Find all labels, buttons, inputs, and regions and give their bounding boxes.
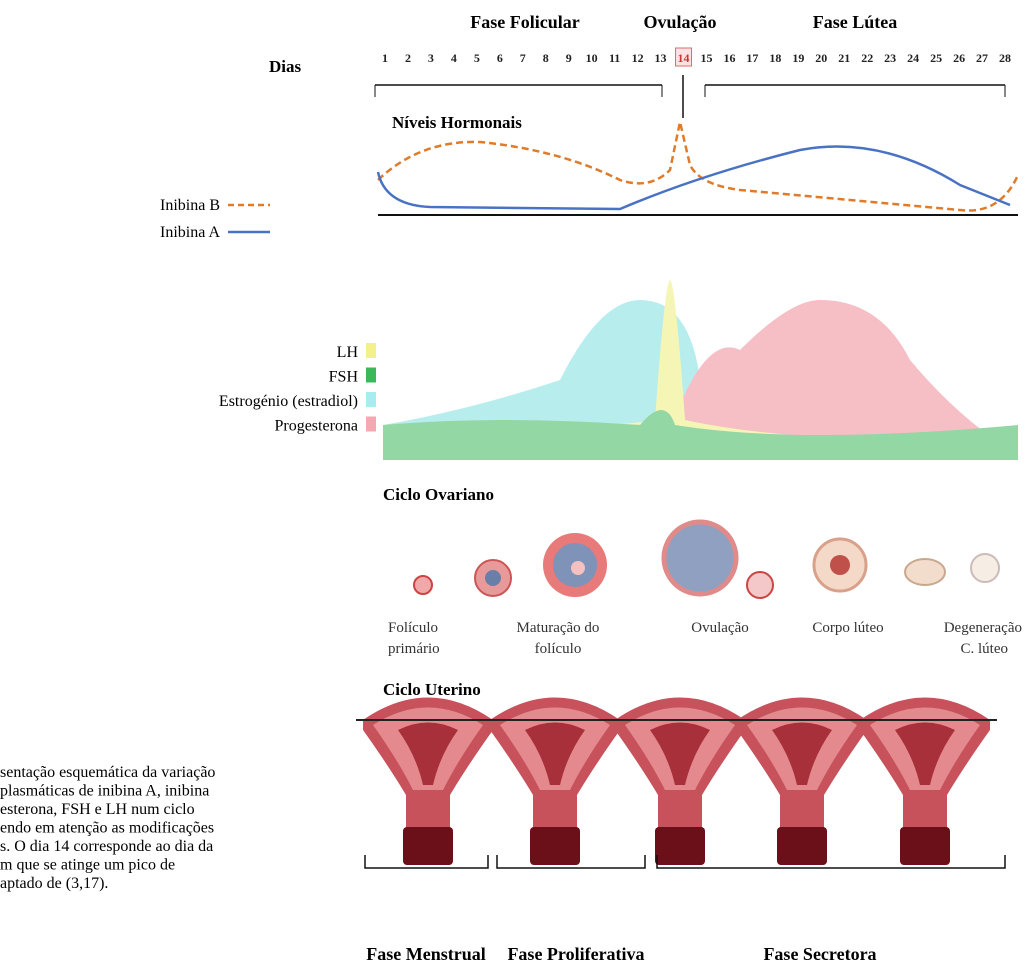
day-number: 13: [655, 51, 667, 65]
day-number: 16: [723, 51, 735, 65]
phase-title: Fase Lútea: [813, 12, 898, 32]
legend-swatch: [366, 368, 376, 383]
legend-swatch: [366, 417, 376, 432]
day-number: 6: [497, 51, 503, 65]
day-number: 20: [815, 51, 827, 65]
section-title: Ciclo Ovariano: [383, 485, 494, 504]
day-number: 23: [884, 51, 896, 65]
stage-label: C. lúteo: [961, 641, 1009, 657]
day-number: 18: [769, 51, 781, 65]
day-number: 2: [405, 51, 411, 65]
stage-label: Ovulação: [691, 620, 748, 636]
day-number: 11: [609, 51, 620, 65]
day-number: 7: [520, 51, 526, 65]
caption-line: endo em atenção as modificações: [0, 820, 214, 837]
legend-label: Progesterona: [274, 418, 358, 435]
legend-label: Inibina A: [160, 224, 220, 241]
inhibin-a-curve: [378, 147, 1010, 209]
caption-line: s. O dia 14 corresponde ao dia da: [0, 838, 213, 855]
stage-label: Corpo lúteo: [812, 620, 883, 636]
figure: Fase FolicularOvulaçãoFase LúteaDias1234…: [0, 0, 1030, 969]
day-number: 28: [999, 51, 1011, 65]
legend-label: FSH: [329, 369, 359, 386]
phase-label: Fase Menstrual: [366, 944, 485, 964]
legend-swatch: [366, 392, 376, 407]
day-number: 14: [678, 51, 690, 65]
day-number: 24: [907, 51, 919, 65]
stage-label: folículo: [535, 641, 582, 657]
legend-label: Estrogénio (estradiol): [219, 393, 358, 410]
day-number: 15: [700, 51, 712, 65]
day-number: 5: [474, 51, 480, 65]
ovarian-illustrations: [414, 522, 999, 598]
day-number: 10: [586, 51, 598, 65]
legend-label: LH: [337, 344, 359, 361]
stage-label: Degeneração: [944, 620, 1022, 636]
section-title: Ciclo Uterino: [383, 680, 481, 699]
uterus-illustrations: [356, 698, 997, 866]
day-number: 22: [861, 51, 873, 65]
day-number: 12: [632, 51, 644, 65]
day-number: 4: [451, 51, 457, 65]
section-title: Níveis Hormonais: [392, 113, 522, 132]
legend-swatch: [366, 343, 376, 358]
phase-title: Ovulação: [643, 12, 716, 32]
stage-label: primário: [388, 641, 440, 657]
day-number: 25: [930, 51, 942, 65]
caption-line: plasmáticas de inibina A, inibina: [0, 783, 209, 800]
day-number: 3: [428, 51, 434, 65]
caption-line: aptado de (3,17).: [0, 875, 108, 892]
day-number: 9: [566, 51, 572, 65]
legend-label: Inibina B: [160, 197, 220, 214]
day-number: 27: [976, 51, 988, 65]
day-number: 17: [746, 51, 758, 65]
stage-label: Maturação do: [517, 620, 600, 636]
stage-label: Folículo: [388, 620, 438, 636]
caption-line: esterona, FSH e LH num ciclo: [0, 801, 195, 818]
phase-label: Fase Proliferativa: [507, 944, 644, 964]
day-number: 19: [792, 51, 804, 65]
caption-line: sentação esquemática da variação: [0, 764, 215, 781]
phase-title: Fase Folicular: [470, 12, 579, 32]
day-number: 21: [838, 51, 850, 65]
phase-label: Fase Secretora: [763, 944, 876, 964]
days-label: Dias: [269, 57, 302, 76]
day-number: 8: [543, 51, 549, 65]
day-number: 26: [953, 51, 965, 65]
caption-line: m que se atinge um pico de: [0, 857, 175, 874]
day-number: 1: [382, 51, 388, 65]
